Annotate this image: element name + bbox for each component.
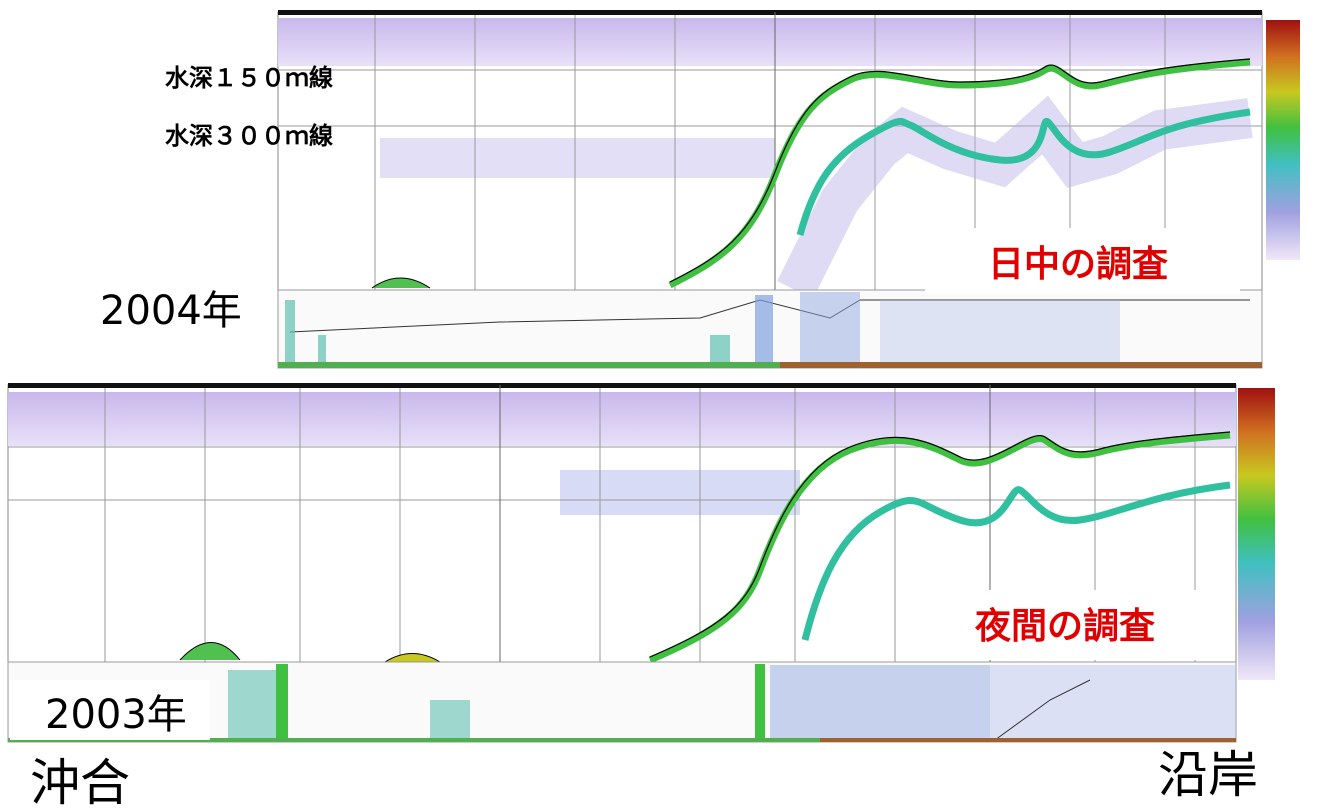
- direction-label: 沿岸: [1158, 746, 1258, 804]
- figure: 水深１５０ｍ線 水深３００ｍ線 2004年 日中の調査 2003年 夜間の調査 …: [0, 0, 1322, 810]
- depth-label: 水深３００ｍ線: [165, 122, 333, 150]
- depth-label: 水深１５０ｍ線: [165, 64, 333, 92]
- echogram-2004: [278, 10, 1300, 368]
- survey-caption: 夜間の調査: [974, 606, 1155, 647]
- year-label: 2003年: [45, 692, 187, 738]
- year-label: 2004年: [100, 288, 242, 334]
- direction-label: 沖合: [30, 754, 130, 810]
- survey-caption: 日中の調査: [988, 244, 1168, 285]
